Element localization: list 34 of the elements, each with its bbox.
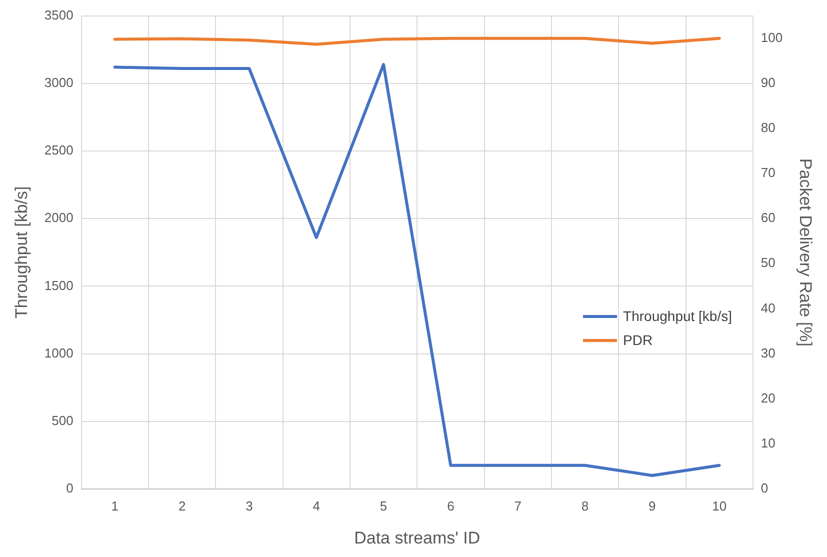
y-tick-label: 2000 — [44, 210, 74, 226]
y2-tick-label: 30 — [760, 345, 776, 360]
y2-tick-label: 50 — [760, 255, 776, 270]
y-tick-label: 500 — [52, 412, 74, 428]
x-tick-label: 5 — [380, 498, 388, 514]
y-tick-label: 3000 — [44, 74, 74, 90]
y2-tick-label: 70 — [760, 165, 776, 180]
y-tick-label: 0 — [66, 480, 74, 496]
y2-tick-label: 60 — [760, 210, 776, 226]
y2-tick-label: 80 — [760, 120, 776, 136]
x-tick-label: 7 — [514, 498, 522, 514]
y2-tick-label: 100 — [760, 30, 783, 45]
y2-tick-label: 90 — [760, 74, 776, 90]
legend-label: Throughput [kb/s] — [623, 308, 732, 324]
y2-tick-label: 20 — [760, 390, 776, 406]
y-axis-title: Throughput [kb/s] — [12, 186, 31, 319]
x-tick-label: 9 — [648, 498, 656, 514]
x-tick-label: 4 — [312, 498, 320, 514]
y-tick-label: 2500 — [44, 142, 74, 158]
y-tick-label: 1000 — [44, 345, 74, 360]
x-tick-label: 3 — [246, 498, 253, 514]
x-tick-label: 8 — [581, 498, 589, 514]
x-tick-label: 6 — [447, 498, 454, 514]
y-tick-label: 1500 — [44, 278, 74, 293]
y2-axis-title: Packet Delivery Rate [%] — [796, 158, 816, 346]
x-tick-label: 1 — [111, 498, 119, 514]
y2-tick-label: 10 — [760, 436, 776, 451]
y2-tick-label: 40 — [760, 300, 776, 316]
legend-label: PDR — [623, 332, 653, 348]
y2-tick-label: 0 — [760, 480, 768, 496]
y-tick-label: 3500 — [44, 7, 74, 22]
x-axis-title: Data streams' ID — [354, 528, 480, 548]
x-tick-label: 2 — [178, 498, 186, 514]
x-tick-label: 10 — [712, 498, 727, 514]
